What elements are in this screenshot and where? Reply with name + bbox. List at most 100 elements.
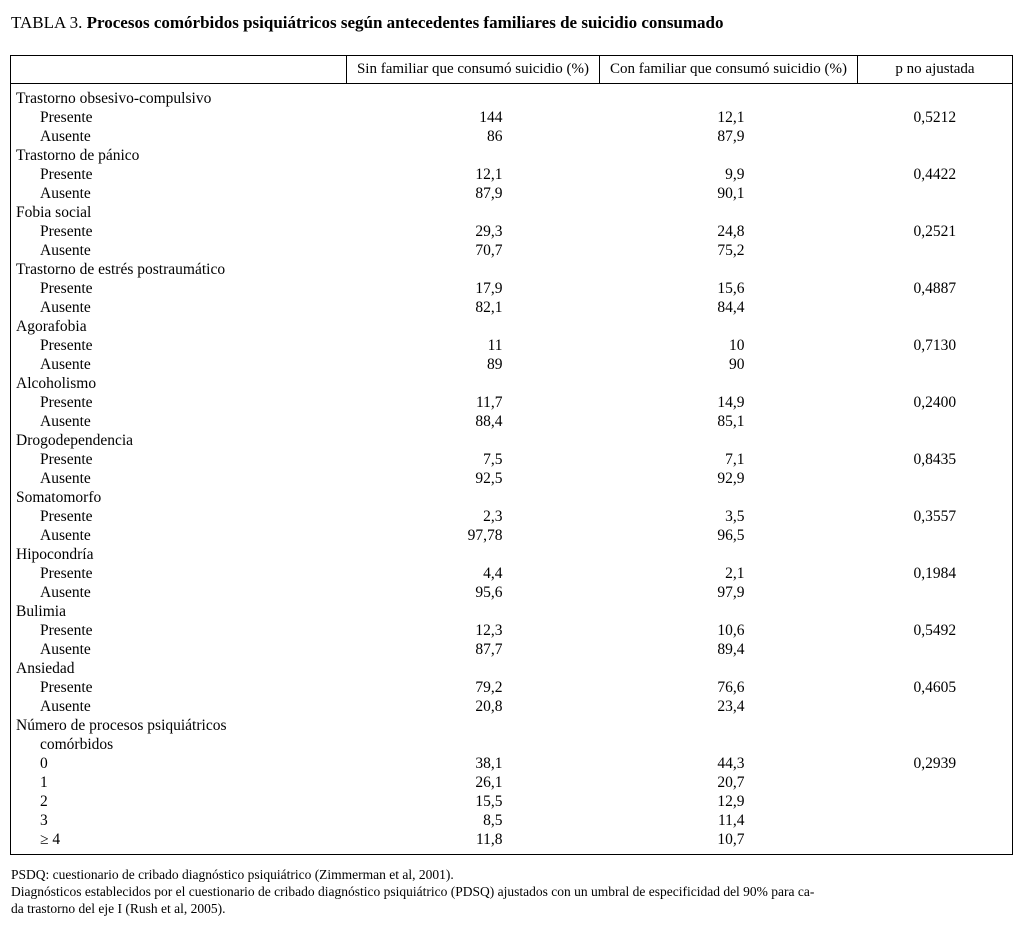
data-row: Ausente 20,8 23,4 — [11, 697, 1013, 716]
row-label: Presente — [40, 565, 93, 582]
p-value: 0,5212 — [913, 109, 957, 126]
data-row: Ausente 86 87,9 — [11, 127, 1013, 146]
data-row: Ausente 82,1 84,4 — [11, 298, 1013, 317]
data-row: Presente 29,3 24,8 0,2521 — [11, 222, 1013, 241]
p-value — [858, 146, 1013, 165]
value-sin-familiar: 95,6 — [475, 584, 503, 601]
value-sin-familiar: 4,4 — [483, 565, 503, 582]
value-con-familiar: 92,9 — [717, 470, 745, 487]
value-con-familiar — [600, 659, 858, 678]
data-row: 1 26,1 20,7 — [11, 773, 1013, 792]
value-con-familiar: 10,7 — [717, 831, 745, 848]
value-sin-familiar: 26,1 — [475, 774, 503, 791]
row-label: Ausente — [40, 413, 91, 430]
value-sin-familiar: 86 — [487, 128, 503, 145]
p-value — [858, 488, 1013, 507]
value-con-familiar: 76,6 — [717, 679, 745, 696]
row-label: Agorafobia — [16, 318, 87, 335]
row-label: Presente — [40, 166, 93, 183]
data-row: Ausente 89 90 — [11, 355, 1013, 374]
p-value — [858, 545, 1013, 564]
value-sin-familiar — [347, 735, 600, 754]
value-con-familiar: 10 — [729, 337, 745, 354]
value-con-familiar: 7,1 — [725, 451, 745, 468]
row-label: 2 — [40, 793, 48, 810]
value-sin-familiar — [347, 602, 600, 621]
data-row: Presente 11,7 14,9 0,2400 — [11, 393, 1013, 412]
col-header-p-no-ajustada: p no ajustada — [857, 55, 1013, 84]
value-con-familiar — [600, 431, 858, 450]
row-label: Presente — [40, 622, 93, 639]
value-con-familiar: 9,9 — [725, 166, 745, 183]
value-sin-familiar: 88,4 — [475, 413, 503, 430]
value-con-familiar: 90 — [729, 356, 745, 373]
value-con-familiar: 15,6 — [717, 280, 745, 297]
p-value: 0,4887 — [913, 280, 957, 297]
p-value: 0,7130 — [913, 337, 957, 354]
data-row: Ausente 88,4 85,1 — [11, 412, 1013, 431]
value-sin-familiar: 38,1 — [475, 755, 503, 772]
row-label: Presente — [40, 280, 93, 297]
group-row: Trastorno de pánico — [11, 146, 1013, 165]
row-label: Ausente — [40, 470, 91, 487]
footnotes: PSDQ: cuestionario de cribado diagnóstic… — [11, 866, 1014, 917]
p-value — [858, 811, 1013, 830]
value-sin-familiar: 11,7 — [475, 394, 503, 411]
value-sin-familiar: 11 — [487, 337, 503, 354]
value-con-familiar: 85,1 — [717, 413, 745, 430]
data-row: Presente 12,3 10,6 0,5492 — [11, 621, 1013, 640]
p-value — [858, 526, 1013, 545]
p-value — [858, 830, 1013, 855]
row-label: Ansiedad — [16, 660, 75, 677]
value-con-familiar — [600, 602, 858, 621]
row-label: Ausente — [40, 356, 91, 373]
row-label: Ausente — [40, 242, 91, 259]
group-row: Trastorno obsesivo-compulsivo — [11, 84, 1013, 109]
value-con-familiar: 44,3 — [717, 755, 745, 772]
value-sin-familiar: 144 — [479, 109, 503, 126]
table-title: TABLA 3. Procesos comórbidos psiquiátric… — [11, 13, 1014, 33]
group-row: Fobia social — [11, 203, 1013, 222]
value-con-familiar — [600, 374, 858, 393]
value-sin-familiar — [347, 488, 600, 507]
value-sin-familiar: 15,5 — [475, 793, 503, 810]
value-sin-familiar: 89 — [487, 356, 503, 373]
p-value — [858, 374, 1013, 393]
header-row: Sin familiar que consumó suicidio (%) Co… — [10, 55, 1013, 84]
value-con-familiar: 23,4 — [717, 698, 745, 715]
value-con-familiar: 12,1 — [717, 109, 745, 126]
row-label: Ausente — [40, 698, 91, 715]
data-row: Ausente 70,7 75,2 — [11, 241, 1013, 260]
p-value: 0,2939 — [913, 755, 957, 772]
group-row: Trastorno de estrés postraumático — [11, 260, 1013, 279]
value-con-familiar: 11,4 — [717, 812, 745, 829]
p-value — [858, 355, 1013, 374]
value-con-familiar — [600, 716, 858, 735]
value-con-familiar — [600, 488, 858, 507]
data-row: Ausente 95,6 97,9 — [11, 583, 1013, 602]
row-label: Presente — [40, 508, 93, 525]
data-row: Ausente 92,5 92,9 — [11, 469, 1013, 488]
value-con-familiar: 75,2 — [717, 242, 745, 259]
table-number: TABLA 3. — [11, 13, 87, 32]
value-con-familiar: 89,4 — [717, 641, 745, 658]
row-label: Presente — [40, 223, 93, 240]
data-row: Ausente 87,7 89,4 — [11, 640, 1013, 659]
value-sin-familiar: 17,9 — [475, 280, 503, 297]
row-label: Trastorno de pánico — [16, 147, 140, 164]
row-label: Presente — [40, 109, 93, 126]
value-sin-familiar — [347, 716, 600, 735]
p-value: 0,5492 — [913, 622, 957, 639]
value-sin-familiar: 97,78 — [467, 527, 503, 544]
value-con-familiar: 24,8 — [717, 223, 745, 240]
group-row: Hipocondría — [11, 545, 1013, 564]
p-value — [858, 317, 1013, 336]
p-value: 0,4422 — [913, 166, 957, 183]
value-sin-familiar — [347, 84, 600, 109]
row-label: Trastorno obsesivo-compulsivo — [16, 90, 212, 107]
data-row: Presente 7,5 7,1 0,8435 — [11, 450, 1013, 469]
p-value — [858, 735, 1013, 754]
row-label: 0 — [40, 755, 48, 772]
value-con-familiar — [600, 317, 858, 336]
group-row: Agorafobia — [11, 317, 1013, 336]
